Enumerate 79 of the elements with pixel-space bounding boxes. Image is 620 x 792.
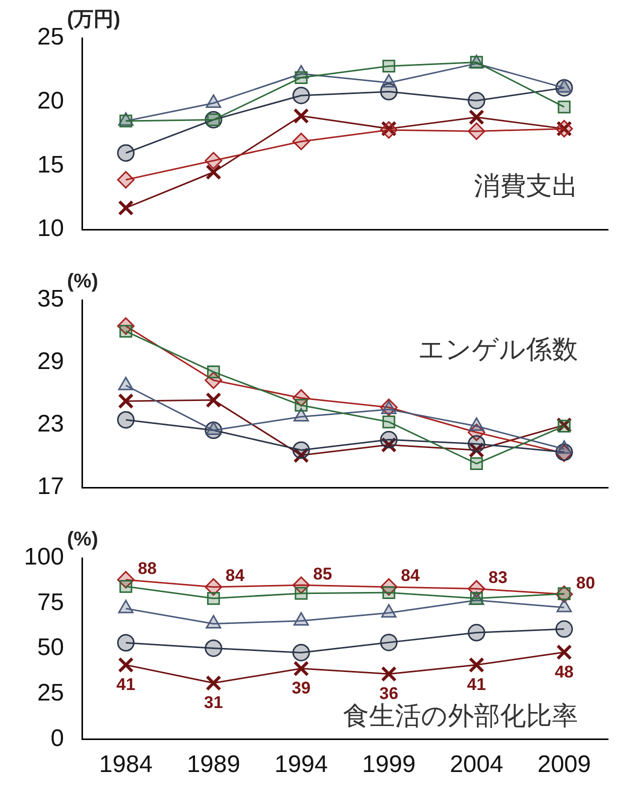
data-label: 41	[467, 675, 486, 694]
point	[204, 639, 222, 657]
y-tick-label: 100	[24, 544, 64, 571]
point	[119, 114, 132, 128]
point	[117, 144, 135, 162]
point	[206, 675, 222, 691]
point	[292, 441, 310, 459]
point	[558, 100, 571, 114]
point	[292, 86, 310, 104]
point	[382, 416, 396, 428]
y-tick-label: 15	[37, 151, 64, 178]
point	[468, 435, 486, 453]
point	[468, 92, 486, 110]
point	[206, 392, 222, 408]
point	[556, 644, 572, 660]
y-axis-title: (%)	[67, 528, 98, 551]
x-tick-label: 2004	[450, 751, 504, 778]
point	[382, 60, 396, 73]
y-tick-label: 10	[37, 215, 64, 242]
data-label: 85	[313, 564, 332, 584]
x-tick-label: 1994	[274, 751, 328, 778]
point	[293, 660, 310, 676]
point	[294, 71, 308, 84]
point	[117, 171, 135, 189]
point	[380, 666, 397, 682]
point	[468, 657, 484, 673]
point	[294, 586, 308, 600]
point	[555, 620, 573, 638]
y-tick-label: 25	[37, 680, 64, 707]
y-tick-label: 17	[37, 473, 64, 500]
point	[118, 393, 134, 409]
point	[292, 132, 310, 150]
point	[117, 411, 135, 429]
point	[117, 634, 135, 652]
y-tick-label: 50	[37, 634, 64, 662]
y-tick-label: 25	[37, 24, 64, 51]
data-label: 80	[576, 573, 596, 592]
x-tick-label: 1989	[186, 751, 240, 778]
point	[293, 447, 310, 464]
point	[292, 644, 310, 662]
x-tick-label: 2009	[537, 751, 591, 778]
data-label: 83	[488, 568, 508, 587]
data-label: 84	[226, 566, 245, 586]
point	[380, 430, 398, 448]
point	[118, 200, 134, 216]
data-label: 88	[138, 558, 157, 578]
point	[293, 108, 310, 124]
point	[207, 592, 220, 605]
point	[470, 457, 483, 470]
annotation: エンゲル係数	[418, 334, 578, 364]
point	[468, 109, 484, 126]
y-axis-title: (%)	[67, 270, 98, 293]
annotation: 食生活の外部化比率	[343, 700, 578, 731]
point	[468, 122, 486, 140]
point	[380, 437, 397, 453]
y-tick-label: 29	[37, 348, 64, 376]
data-label: 41	[116, 675, 136, 694]
annotation: 消費支出	[474, 170, 578, 201]
point	[204, 152, 222, 170]
y-tick-label: 23	[37, 410, 64, 438]
data-label: 36	[379, 684, 398, 704]
y-tick-label: 75	[37, 588, 64, 616]
point	[380, 634, 398, 652]
x-tick-label: 1999	[362, 751, 416, 778]
point	[468, 624, 486, 642]
x-tick-label: 1984	[99, 751, 153, 778]
point	[207, 366, 220, 378]
point	[468, 442, 484, 458]
data-label: 39	[292, 678, 311, 698]
y-axis-title: (万円)	[67, 8, 120, 31]
y-tick-label: 35	[37, 286, 64, 313]
data-label: 48	[554, 662, 574, 682]
point	[118, 657, 134, 673]
point	[294, 398, 308, 412]
y-tick-label: 20	[37, 87, 64, 114]
data-label: 84	[400, 566, 420, 586]
point	[206, 164, 222, 180]
y-tick-label: 0	[50, 724, 64, 752]
data-label: 31	[204, 693, 223, 712]
